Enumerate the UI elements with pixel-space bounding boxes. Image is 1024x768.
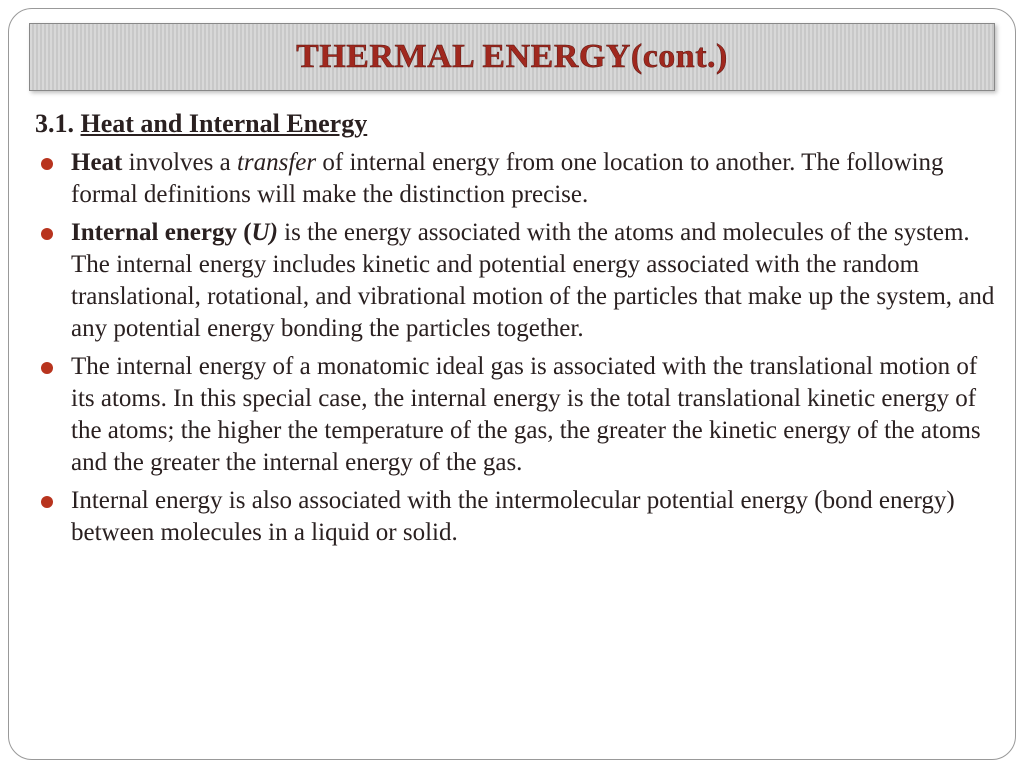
list-item: Internal energy is also associated with …: [37, 485, 995, 549]
bullet-list: Heat involves a transfer of internal ene…: [29, 147, 995, 549]
list-item: Heat involves a transfer of internal ene…: [37, 147, 995, 211]
bold-text: Internal energy (: [71, 219, 252, 246]
section-title: Heat and Internal Energy: [81, 109, 368, 138]
list-item: The internal energy of a monatomic ideal…: [37, 351, 995, 479]
slide-title: THERMAL ENERGY(cont.): [30, 38, 994, 76]
section-heading: 3.1. Heat and Internal Energy: [29, 109, 995, 139]
section-number: 3.1.: [35, 109, 74, 138]
bold-text: Heat: [71, 149, 122, 176]
slide-frame: THERMAL ENERGY(cont.) 3.1. Heat and Inte…: [8, 8, 1016, 760]
list-item: Internal energy (U) is the energy associ…: [37, 217, 995, 345]
text: The internal energy of a monatomic ideal…: [71, 353, 981, 476]
bold-italic-text: U): [252, 219, 278, 246]
italic-text: transfer: [237, 149, 316, 176]
text: Internal energy is also associated with …: [71, 487, 955, 546]
text: involves a: [122, 149, 237, 176]
title-banner: THERMAL ENERGY(cont.): [29, 23, 995, 91]
